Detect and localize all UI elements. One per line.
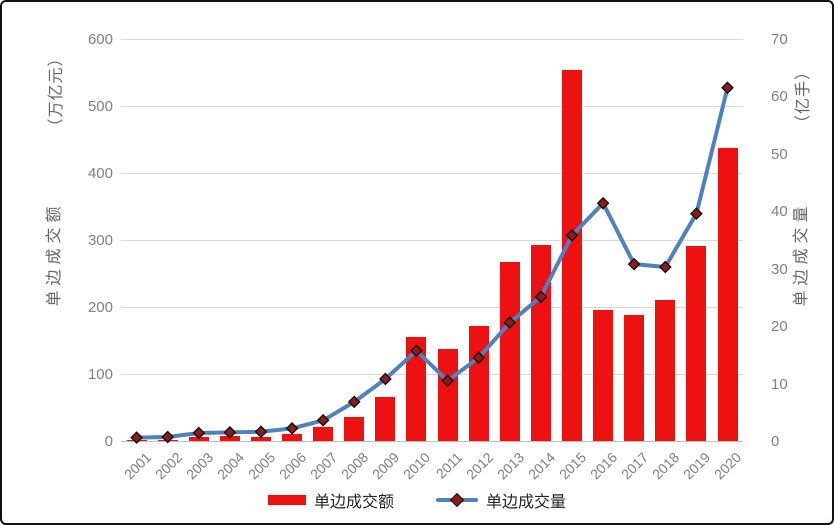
left-tick-600: 600 bbox=[87, 31, 113, 48]
bar-2010 bbox=[406, 337, 427, 441]
bar-2018 bbox=[655, 299, 676, 441]
gridline-400 bbox=[121, 173, 743, 174]
marker-2016 bbox=[596, 196, 610, 210]
bar-series-swatch bbox=[267, 495, 306, 505]
gridline-100 bbox=[121, 374, 743, 375]
bar-2008 bbox=[344, 416, 365, 441]
left-axis-title: 单边成交额 bbox=[46, 201, 63, 307]
gridline-500 bbox=[121, 106, 743, 107]
marker-2019 bbox=[690, 207, 703, 220]
bar-2016 bbox=[593, 309, 614, 441]
left-tick-400: 400 bbox=[87, 165, 113, 182]
legend-item-volume: 单边成交量 bbox=[436, 488, 566, 512]
marker-2007 bbox=[316, 413, 330, 427]
right-tick-50: 50 bbox=[771, 145, 788, 163]
bar-2020 bbox=[717, 147, 738, 441]
legend: 单边成交额 单边成交量 bbox=[2, 488, 832, 512]
marker-2017 bbox=[627, 257, 641, 271]
bar-2009 bbox=[375, 397, 396, 441]
bar-2013 bbox=[499, 261, 520, 441]
left-tick-500: 500 bbox=[87, 98, 113, 115]
gridline-600 bbox=[121, 39, 743, 40]
marker-2004 bbox=[223, 426, 237, 439]
marker-2013 bbox=[503, 316, 517, 329]
bar-2007 bbox=[313, 427, 334, 441]
marker-2018 bbox=[658, 260, 672, 274]
diamond-marker-icon bbox=[449, 492, 465, 508]
marker-2011 bbox=[441, 374, 454, 388]
volume-line-layer bbox=[130, 81, 734, 444]
bar-2019 bbox=[686, 246, 707, 441]
marker-2003 bbox=[192, 426, 206, 440]
bar-2006 bbox=[282, 434, 303, 441]
gridline-200 bbox=[121, 307, 743, 308]
line-series-swatch bbox=[436, 492, 478, 508]
marker-2020 bbox=[721, 81, 734, 95]
bar-2015 bbox=[562, 69, 582, 441]
right-tick-20: 20 bbox=[771, 318, 788, 336]
marker-2010 bbox=[410, 344, 423, 358]
marker-2006 bbox=[285, 422, 299, 435]
right-tick-0: 0 bbox=[771, 433, 780, 450]
marker-2012 bbox=[472, 351, 486, 365]
right-tick-60: 60 bbox=[771, 88, 788, 106]
legend-item-turnover: 单边成交额 bbox=[267, 488, 394, 512]
marker-2005 bbox=[254, 425, 268, 439]
marker-2015 bbox=[565, 229, 579, 242]
bar-2005 bbox=[251, 436, 271, 441]
bar-2017 bbox=[624, 315, 645, 441]
plot-area bbox=[121, 39, 743, 444]
left-axis-unit-label: （万亿元） bbox=[48, 49, 65, 135]
left-tick-100: 100 bbox=[87, 366, 113, 383]
gridline-300 bbox=[121, 240, 743, 241]
right-tick-10: 10 bbox=[771, 375, 788, 393]
left-tick-300: 300 bbox=[87, 232, 113, 249]
right-tick-40: 40 bbox=[771, 203, 788, 221]
marker-2002 bbox=[161, 430, 175, 444]
legend-label-turnover: 单边成交额 bbox=[313, 494, 394, 511]
left-tick-0: 0 bbox=[104, 433, 113, 450]
marker-2014 bbox=[534, 290, 548, 304]
gridline-0 bbox=[121, 441, 743, 442]
marker-2001 bbox=[130, 431, 143, 444]
bar-2011 bbox=[437, 348, 458, 441]
left-tick-200: 200 bbox=[87, 299, 113, 316]
right-tick-70: 70 bbox=[771, 31, 788, 48]
marker-2009 bbox=[379, 372, 392, 386]
right-tick-30: 30 bbox=[771, 260, 788, 278]
marker-2008 bbox=[347, 395, 361, 409]
legend-label-volume: 单边成交量 bbox=[486, 494, 567, 511]
bar-2014 bbox=[530, 245, 551, 441]
